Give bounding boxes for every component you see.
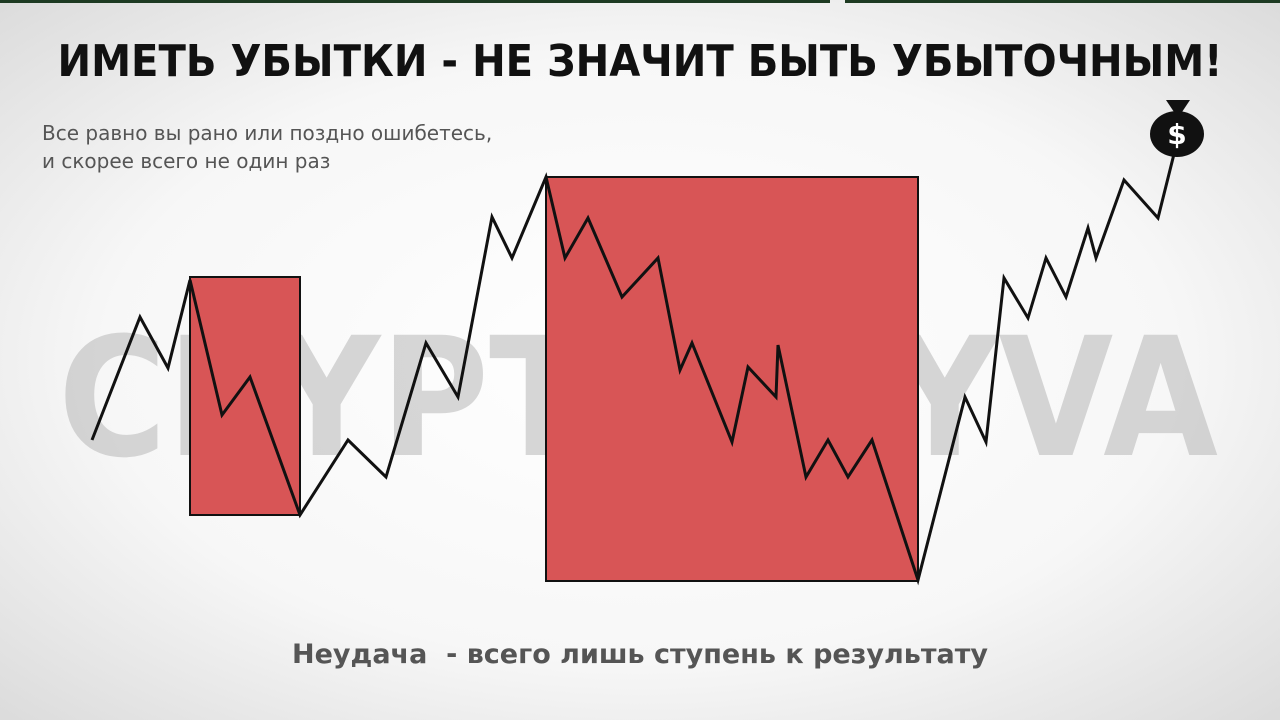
subtitle-line: Все равно вы рано или поздно ошибетесь,	[42, 121, 492, 145]
footer: Неудача - всего лишь ступень к результат…	[292, 639, 988, 670]
bag-body	[1150, 111, 1204, 157]
loss-box	[545, 176, 919, 582]
price-line	[90, 149, 1177, 586]
money-bag-icon: $	[1150, 100, 1204, 157]
top-bar	[0, 0, 830, 3]
bag-label: $	[1167, 118, 1186, 151]
loss-box	[189, 276, 301, 516]
subtitle-line: и скорее всего не один раз	[42, 149, 330, 173]
title: ИМЕТЬ УБЫТКИ - НЕ ЗНАЧИТ БЫТЬ УБЫТОЧНЫМ!	[58, 36, 1223, 87]
top-bar	[845, 0, 1280, 3]
bag-top	[1166, 100, 1190, 112]
